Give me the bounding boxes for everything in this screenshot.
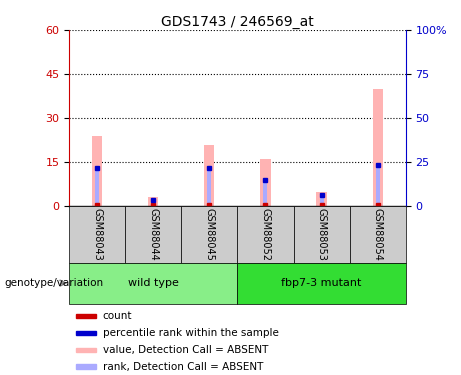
Text: GSM88045: GSM88045 [204,208,214,261]
Bar [207,168,211,206]
Text: fbp7-3 mutant: fbp7-3 mutant [281,278,362,288]
Text: value, Detection Call = ABSENT: value, Detection Call = ABSENT [103,345,268,355]
Text: GSM88044: GSM88044 [148,208,158,261]
Bar [237,206,294,262]
Bar [95,168,99,206]
Text: GSM88054: GSM88054 [372,208,383,261]
Bar [264,180,267,206]
Bar [125,206,181,262]
Bar [317,192,326,206]
Bar [76,331,96,335]
Text: GSM88053: GSM88053 [317,208,326,261]
Bar [76,314,96,318]
Bar [151,200,155,206]
Text: GSM88052: GSM88052 [260,208,271,261]
Text: rank, Detection Call = ABSENT: rank, Detection Call = ABSENT [103,362,263,372]
Text: genotype/variation: genotype/variation [5,278,104,288]
Text: count: count [103,311,132,321]
Bar [319,195,324,206]
Bar [69,206,125,262]
Bar [260,159,271,206]
Title: GDS1743 / 246569_at: GDS1743 / 246569_at [161,15,314,29]
Bar [76,348,96,352]
Bar [237,262,406,304]
Bar [92,136,102,206]
Bar [148,197,158,206]
Bar [76,364,96,369]
Bar [294,206,349,262]
Bar [376,165,379,206]
Bar [372,89,383,206]
Bar [349,206,406,262]
Text: wild type: wild type [128,278,179,288]
Text: percentile rank within the sample: percentile rank within the sample [103,328,279,338]
Bar [204,145,214,206]
Bar [69,262,237,304]
Bar [181,206,237,262]
Text: GSM88043: GSM88043 [92,208,102,261]
